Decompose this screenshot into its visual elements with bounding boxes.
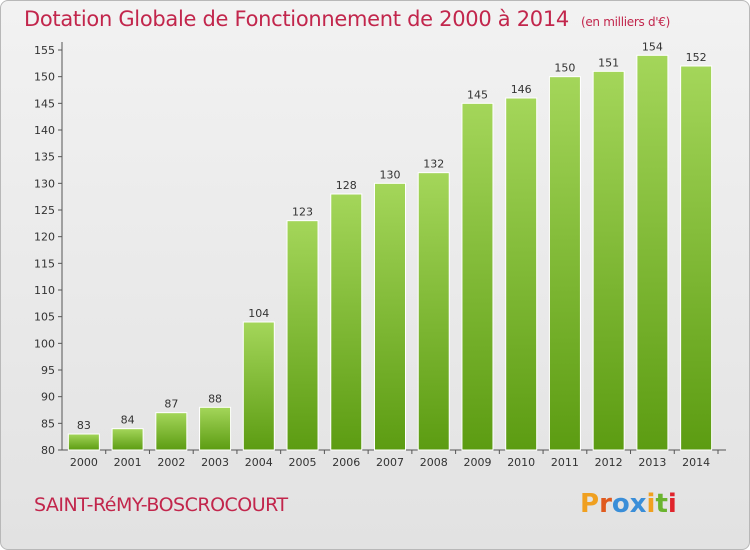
y-tick-label: 100 xyxy=(34,337,55,350)
y-tick-label: 105 xyxy=(34,311,55,324)
y-tick-label: 130 xyxy=(34,177,55,190)
y-tick-label: 135 xyxy=(34,151,55,164)
y-axis: 80 85 90 95 100 105 110 115 120 125 130 135 140 145 15… xyxy=(34,42,63,457)
x-tick-label: 2014 xyxy=(682,456,710,469)
x-tick-label: 2002 xyxy=(157,456,185,469)
bar-2007 xyxy=(374,182,406,451)
data-label-2004: 104 xyxy=(248,307,269,320)
y-tick-label: 140 xyxy=(34,124,55,137)
y-tick-label: 90 xyxy=(41,391,55,404)
data-label-2003: 88 xyxy=(208,392,222,405)
bar-2014 xyxy=(680,65,713,451)
x-tick-label: 2008 xyxy=(420,456,448,469)
bar-2004 xyxy=(242,321,275,451)
logo-letter: P xyxy=(580,489,600,519)
x-tick-label: 2013 xyxy=(638,456,666,469)
y-tick-label: 125 xyxy=(34,204,55,217)
logo-letter: o xyxy=(611,489,630,519)
y-tick-label: 150 xyxy=(34,71,55,84)
y-tick-label: 80 xyxy=(41,444,55,457)
data-label-2000: 83 xyxy=(77,419,91,432)
bar-2009 xyxy=(461,102,494,451)
data-label-2012: 151 xyxy=(598,56,619,69)
x-tick-label: 2001 xyxy=(114,456,142,469)
logo-letter: i xyxy=(667,489,677,519)
proxiti-logo: Proxiti xyxy=(580,489,677,519)
y-tick-label: 110 xyxy=(34,284,55,297)
x-axis: 2000 2001 2002 2003 2004 2005 2006 2007 2008 2009… xyxy=(62,449,726,469)
y-tick-label: 145 xyxy=(34,97,55,110)
x-tick-label: 2005 xyxy=(289,456,317,469)
data-labels: 83 84 87 88 104 123 128 130 132 145 146 150 151 154 15… xyxy=(77,40,707,432)
bar-2008 xyxy=(417,172,450,451)
bar-2006 xyxy=(330,193,363,451)
x-tick-label: 2009 xyxy=(463,456,491,469)
bar-2005 xyxy=(286,220,319,451)
x-tick-label: 2000 xyxy=(70,456,98,469)
data-label-2005: 123 xyxy=(292,206,313,219)
data-label-2009: 145 xyxy=(467,88,488,101)
y-tick-label: 85 xyxy=(41,417,55,430)
bar-2003 xyxy=(199,406,232,451)
bar-2000 xyxy=(67,433,100,451)
bar-2001 xyxy=(111,428,144,451)
data-label-2014: 152 xyxy=(686,51,707,64)
logo-letter: r xyxy=(599,489,612,519)
x-tick-label: 2007 xyxy=(376,456,404,469)
data-label-2013: 154 xyxy=(642,40,663,53)
x-tick-label: 2012 xyxy=(595,456,623,469)
data-label-2007: 130 xyxy=(380,168,401,181)
bar-2010 xyxy=(505,97,538,451)
x-tick-label: 2004 xyxy=(245,456,273,469)
commune-name: SAINT-RéMY-BOSCROCOURT xyxy=(34,494,288,516)
bar-2013 xyxy=(636,54,669,451)
data-label-2011: 150 xyxy=(554,62,575,75)
x-tick-label: 2003 xyxy=(201,456,229,469)
data-label-2008: 132 xyxy=(423,158,444,171)
x-tick-label: 2006 xyxy=(332,456,360,469)
y-tick-label: 120 xyxy=(34,231,55,244)
bars xyxy=(67,54,713,451)
data-label-2001: 84 xyxy=(121,414,135,427)
logo-letter: x xyxy=(629,489,647,519)
x-tick-label: 2011 xyxy=(551,456,579,469)
data-label-2006: 128 xyxy=(336,179,357,192)
y-tick-label: 115 xyxy=(34,257,55,270)
y-tick-label: 155 xyxy=(34,44,55,57)
logo-letter: t xyxy=(655,489,668,519)
bar-2012 xyxy=(592,70,625,451)
data-label-2002: 87 xyxy=(164,398,178,411)
bar-2011 xyxy=(548,76,581,451)
chart-title: Dotation Globale de Fonctionnement de 20… xyxy=(24,7,670,31)
data-label-2010: 146 xyxy=(511,83,532,96)
chart-subtitle: (en milliers d'€) xyxy=(580,15,670,29)
y-tick-label: 95 xyxy=(41,364,55,377)
bar-2002 xyxy=(155,412,188,451)
logo-letter: i xyxy=(646,489,656,519)
x-tick-label: 2010 xyxy=(507,456,535,469)
